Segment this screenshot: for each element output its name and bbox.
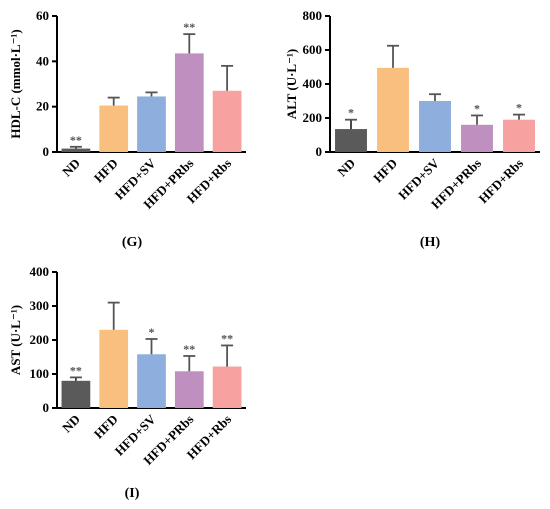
x-tick-label: HFD (91, 156, 121, 186)
bar-hfd-rbs (503, 119, 535, 152)
panel-label: (G) (122, 235, 143, 250)
significance-marker: ** (70, 363, 82, 377)
significance-marker: * (348, 106, 354, 120)
bar-hfd-rbs (212, 366, 242, 408)
bar-hfd-sv (137, 96, 166, 152)
y-tick-label: 400 (303, 76, 323, 91)
y-tick-label: 0 (43, 400, 50, 415)
significance-marker: ** (183, 20, 195, 34)
y-axis-label: ALT (U·L⁻¹) (284, 49, 299, 119)
bar-nd (61, 148, 91, 152)
significance-marker: ** (221, 331, 233, 345)
panel-label: (H) (420, 235, 441, 250)
x-tick-label: ND (59, 412, 83, 436)
x-tick-label: HFD (91, 412, 121, 442)
x-tick-label: ND (334, 156, 358, 180)
bar-nd (335, 129, 367, 152)
significance-marker: * (149, 325, 155, 339)
bar-hfd-sv (419, 101, 451, 152)
y-tick-label: 0 (316, 144, 323, 159)
significance-marker: * (474, 101, 480, 115)
y-tick-label: 400 (30, 264, 50, 279)
y-tick-label: 20 (36, 99, 49, 114)
significance-marker: ** (183, 342, 195, 356)
bar-hfd-sv (137, 354, 166, 408)
y-tick-label: 40 (36, 53, 49, 68)
significance-marker: * (516, 101, 522, 115)
x-tick-label: ND (59, 156, 83, 180)
y-tick-label: 100 (30, 366, 50, 381)
y-tick-label: 0 (43, 144, 50, 159)
y-axis-label: AST (U·L⁻¹) (8, 305, 23, 375)
y-axis-label: HDL-C (mmol·L⁻¹) (8, 29, 23, 138)
y-tick-label: 600 (303, 42, 323, 57)
bar-hfd (377, 67, 409, 152)
y-tick-label: 800 (303, 8, 323, 23)
bar-hfd-rbs (212, 90, 242, 152)
bar-nd (61, 380, 91, 408)
bar-hfd (99, 329, 129, 408)
x-tick-label: HFD+Rbs (476, 156, 527, 207)
bar-hfd (99, 105, 129, 152)
y-tick-label: 300 (30, 298, 50, 313)
x-tick-label: HFD (370, 156, 400, 186)
significance-marker: ** (70, 133, 82, 147)
panel-label: (I) (125, 486, 140, 501)
y-tick-label: 60 (36, 8, 49, 23)
y-tick-label: 200 (30, 332, 50, 347)
y-tick-label: 200 (303, 110, 323, 125)
bar-hfd-prbs (461, 124, 493, 152)
bar-hfd-prbs (174, 53, 204, 152)
bar-hfd-prbs (174, 371, 204, 408)
